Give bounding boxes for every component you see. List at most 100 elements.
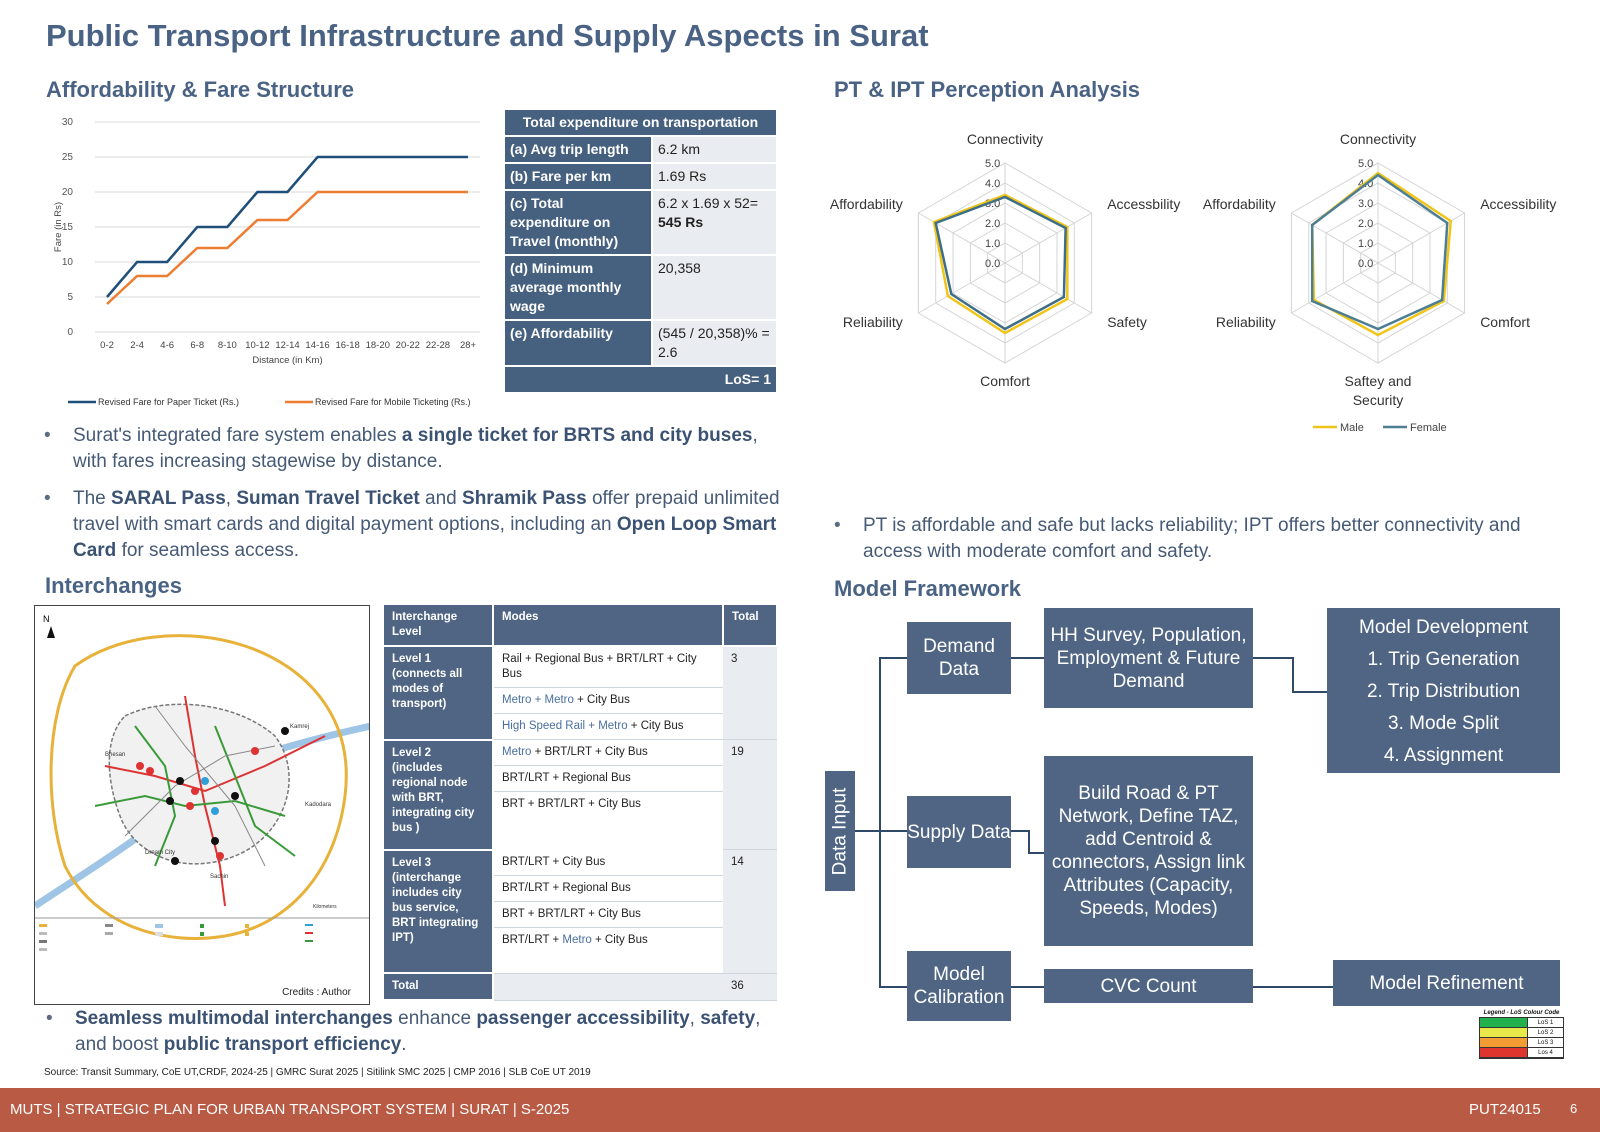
place-label: Bhesan [105, 752, 125, 758]
mode-cell: BRT/LRT + Regional Bus [493, 875, 723, 902]
build-network-box: Build Road & PT Network, Define TAZ, add… [1044, 756, 1253, 946]
section-title-affordability: Affordability & Fare Structure [46, 77, 355, 102]
page-title: Public Transport Infrastructure and Supp… [46, 18, 929, 53]
place-label: Sachin [210, 874, 228, 880]
page-number: 6 [1570, 1101, 1578, 1116]
radar-spoke [918, 262, 1006, 314]
radar-axis-label: Accessibility [1480, 196, 1556, 212]
interchange-table: Interchange Level Modes Total Level 1 (c… [384, 605, 778, 1001]
radar-tick-label: 5.0 [1358, 158, 1373, 170]
mode-cell: Metro + Metro + City Bus [493, 687, 723, 714]
supply-data-box: Supply Data [907, 796, 1011, 868]
radar-spoke [1291, 212, 1379, 264]
los-badge: LoS= 1 [503, 365, 778, 394]
expenditure-value: (545 / 20,358)% = 2.6 [651, 319, 778, 367]
radar-axis-label: Reliability [843, 314, 903, 330]
x-tick-label: 6-8 [190, 340, 204, 351]
radar-axis-label: Reliability [1216, 314, 1276, 330]
radar-axis-label: Affordability [830, 196, 903, 212]
x-tick-label: 22-28 [426, 340, 450, 351]
radar-tick-label: 1.0 [985, 238, 1000, 250]
expenditure-key: (c) Total expenditure on Travel (monthly… [503, 189, 653, 256]
series-line [106, 190, 468, 305]
y-tick-label: 5 [67, 292, 73, 303]
los-label: LoS 1 [1537, 1020, 1554, 1026]
map-credits: Credits : Author [282, 987, 351, 998]
radar-tick-label: 1.0 [1358, 238, 1373, 250]
expenditure-key: (a) Avg trip length [503, 135, 653, 164]
model-development-box: Model Development 1. Trip Generation 2. … [1327, 608, 1560, 773]
radar-axis-label: Connectivity [1340, 133, 1416, 147]
north-label: N [43, 614, 50, 624]
expenditure-table: Total expenditure on transportation (a) … [503, 108, 778, 394]
x-tick-label: 28+ [460, 340, 477, 351]
map-scale-label: Kilometers [313, 904, 337, 910]
radar-spoke [1004, 212, 1092, 264]
radar-spoke [1004, 262, 1092, 314]
footer-code: PUT24015 [1469, 1101, 1541, 1118]
level-2-label: Level 2 (includes regional node with BRT… [384, 739, 494, 851]
model-step: 4. Assignment [1383, 745, 1504, 766]
x-tick-label: 0-2 [100, 340, 114, 351]
x-tick-label: 4-6 [160, 340, 174, 351]
radar-axis-label: Comfort [980, 373, 1030, 389]
section-title-framework: Model Framework [834, 576, 1022, 601]
legend-label: Revised Fare for Mobile Ticketing (Rs.) [315, 397, 471, 407]
interchange-bullets: Seamless multimodal interchanges enhance… [46, 1006, 786, 1058]
radar-tick-label: 2.0 [1358, 218, 1373, 230]
los-legend-title: Legend - LoS Colour Code [1483, 1010, 1560, 1016]
radar-tick-label: 4.0 [985, 178, 1000, 190]
total-label: Total [384, 973, 494, 1001]
x-tick-label: 2-4 [130, 340, 144, 351]
level-3-total: 14 [723, 849, 777, 974]
expenditure-value: 6.2 km [651, 135, 778, 164]
fare-line-chart: 0 5 10 15 20 25 30 0-2 2-4 4-6 6-8 8-10 10-12 12-14 14… [53, 117, 480, 407]
level-1-label: Level 1 (connects all modes of transport… [384, 646, 494, 741]
radar-tick-label: 3.0 [1358, 198, 1373, 210]
col-header-level: Interchange Level [384, 605, 494, 647]
x-tick-label: 18-20 [366, 340, 390, 351]
los-swatch [1480, 1038, 1528, 1047]
radar-spoke [1291, 262, 1379, 314]
mode-cell: BRT + BRT/LRT + City Bus [493, 791, 723, 850]
model-development-title: Model Development [1359, 617, 1528, 638]
y-tick-label: 25 [62, 152, 74, 163]
radar-axis-label: Comfort [1480, 314, 1530, 330]
los-legend-row: LoS 3 [1480, 1038, 1563, 1048]
grand-total: 36 [723, 973, 777, 1001]
bullet-interchange: Seamless multimodal interchanges enhance… [46, 1006, 786, 1058]
mode-cell: BRT/LRT + City Bus [493, 849, 723, 876]
place-label: Kamrej [290, 724, 309, 730]
model-step: 3. Mode Split [1388, 713, 1499, 734]
demand-data-box: Demand Data [907, 622, 1011, 694]
los-legend-row: Los 4 [1480, 1048, 1563, 1058]
expenditure-total: 545 Rs [658, 214, 704, 230]
x-tick-label: 8-10 [218, 340, 237, 351]
place-label: Kadodara [305, 802, 332, 808]
radar-series [932, 193, 1069, 335]
x-tick-label: 14-16 [305, 340, 329, 351]
hh-survey-box: HH Survey, Population, Employment & Futu… [1044, 608, 1253, 708]
radar-axis-label: Saftey and [1345, 373, 1412, 389]
map-drawing: N Kamrej Bhesan Dream City Sachin K [35, 614, 369, 951]
north-arrow-icon [47, 626, 55, 638]
bullet-fare-system: Surat's integrated fare system enables a… [44, 423, 784, 475]
bullet-passes: The SARAL Pass, Suman Travel Ticket and … [44, 486, 784, 564]
x-tick-label: 12-14 [275, 340, 299, 351]
radar-axis-label: Accessbility [1107, 196, 1180, 212]
expenditure-key: (d) Minimum average monthly wage [503, 254, 653, 321]
los-swatch [1480, 1028, 1528, 1037]
y-tick-label: 0 [67, 327, 73, 338]
x-axis-label: Distance (in Km) [252, 355, 322, 366]
section-title-interchanges: Interchanges [45, 573, 182, 598]
los-legend-row: LoS 2 [1480, 1028, 1563, 1038]
model-step: 1. Trip Generation [1367, 649, 1520, 670]
legend-label: Male [1340, 422, 1364, 434]
model-refinement-box: Model Refinement [1333, 960, 1560, 1006]
x-tick-label: 16-18 [336, 340, 360, 351]
interchange-map: N Kamrej Bhesan Dream City Sachin K [34, 605, 370, 1005]
y-tick-label: 10 [62, 257, 74, 268]
footer-title: MUTS | STRATEGIC PLAN FOR URBAN TRANSPOR… [10, 1101, 570, 1118]
los-swatch [1480, 1048, 1528, 1057]
expenditure-formula: 6.2 x 1.69 x 52= [658, 195, 759, 211]
